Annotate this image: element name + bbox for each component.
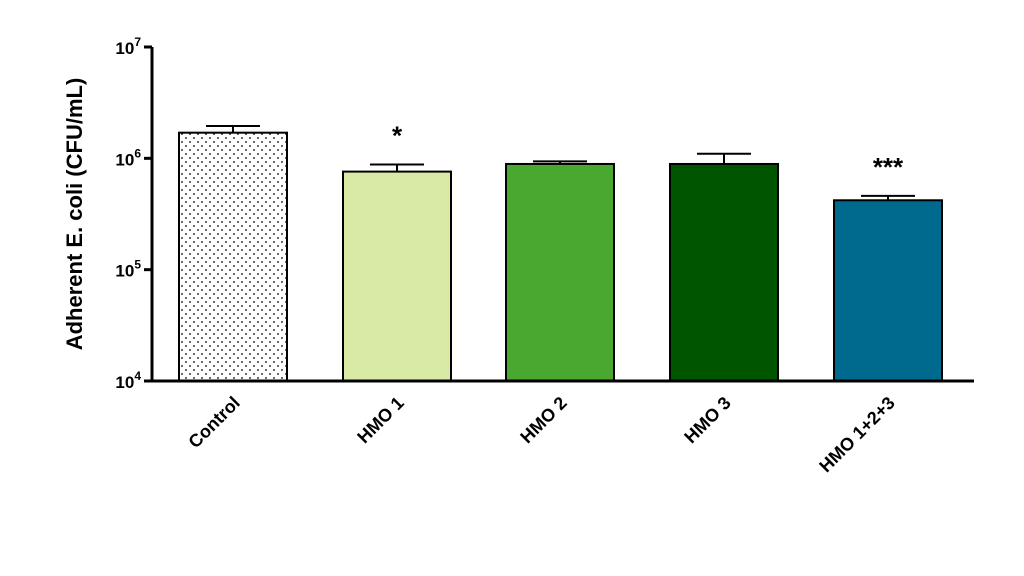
bar-hmo-1-2-3	[833, 199, 943, 382]
x-tick-label: Control	[184, 393, 243, 452]
x-tick-label: HMO 3	[680, 393, 734, 447]
y-tick-exponent: 7	[134, 35, 141, 49]
y-tick-exponent: 4	[134, 369, 141, 383]
significance-label: ***	[873, 152, 904, 182]
x-tick-label: HMO 1+2+3	[815, 393, 898, 476]
y-tick-base: 10	[115, 150, 134, 169]
y-tick-exponent: 6	[134, 146, 141, 160]
significance-annotations: ****	[392, 121, 904, 182]
y-tick-label: 107	[115, 35, 141, 58]
y-tick-label: 104	[115, 369, 141, 392]
bar-hmo-1	[342, 170, 452, 382]
y-tick-base: 10	[115, 373, 134, 392]
y-axis-title: Adherent E. coli (CFU/mL)	[62, 78, 87, 351]
bar-hmo-3	[669, 162, 779, 382]
bar-hmo-2	[505, 162, 615, 382]
bars	[178, 131, 943, 382]
x-tick-labels: Control HMO 1 HMO 2 HMO 3 HMO 1+2+3	[184, 393, 898, 476]
y-tick-base: 10	[115, 262, 134, 281]
y-tick-label: 106	[115, 146, 141, 169]
y-tick-exponent: 5	[134, 258, 141, 272]
x-tick-label: HMO 2	[516, 393, 570, 447]
x-tick-label: HMO 1	[353, 393, 407, 447]
y-tick-label: 105	[115, 258, 141, 281]
bar-control	[178, 131, 288, 382]
significance-label: *	[392, 121, 403, 151]
error-bars	[206, 125, 915, 201]
y-tick-base: 10	[115, 39, 134, 58]
